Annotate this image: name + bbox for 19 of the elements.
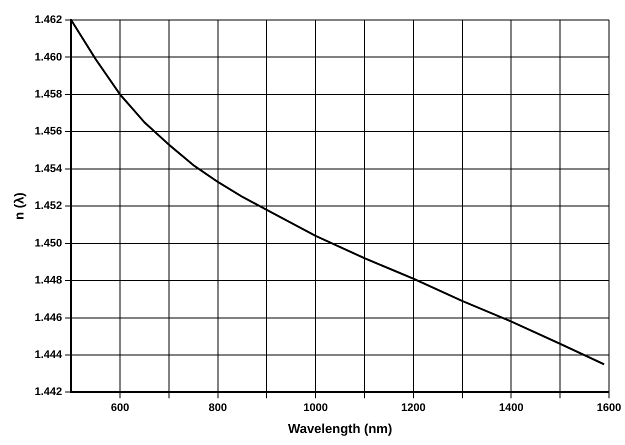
x-tick-label: 1000 — [303, 402, 328, 414]
y-tick-label: 1.462 — [34, 14, 62, 26]
y-tick-label: 1.446 — [34, 312, 62, 324]
x-tick-label: 800 — [208, 402, 227, 414]
y-tick-label: 1.444 — [34, 349, 64, 362]
y-tick-label: 1.458 — [34, 88, 62, 100]
x-tick-label: 1600 — [596, 402, 622, 414]
y-tick-label: 1.442 — [34, 386, 62, 398]
y-tick-label: 1.460 — [34, 51, 62, 64]
x-axis-title: Wavelength (nm) — [288, 420, 392, 436]
y-axis-title: n (λ) — [11, 192, 26, 220]
y-tick-label: 1.450 — [34, 237, 62, 250]
x-tick-label: 1200 — [401, 402, 426, 414]
y-tick-label: 1.448 — [34, 274, 62, 287]
y-tick-label: 1.454 — [34, 162, 64, 175]
x-tick-label: 600 — [110, 402, 130, 414]
y-tick-label: 1.456 — [34, 126, 62, 138]
x-tick-label: 1400 — [498, 402, 524, 414]
y-tick-label: 1.452 — [34, 200, 62, 212]
